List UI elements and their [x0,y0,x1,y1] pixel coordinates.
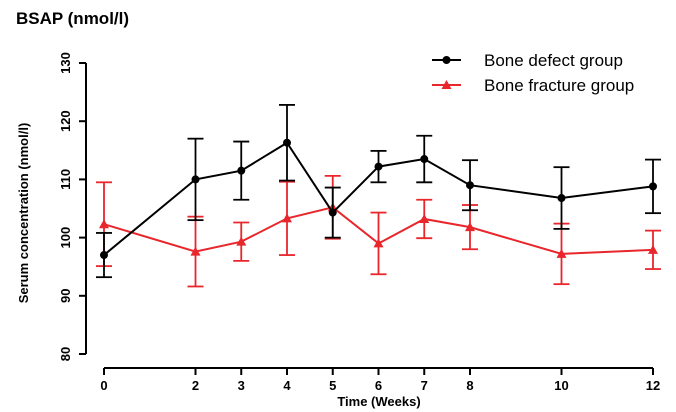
data-point [191,175,200,184]
x-tick-label: 10 [554,378,568,393]
legend-item-bone-fracture: Bone fracture group [432,76,634,95]
data-point [466,181,474,190]
legend-label-bone-defect: Bone defect group [484,51,623,70]
data-point [190,246,201,256]
data-point [236,236,247,246]
legend-marker-bone-fracture [441,80,452,89]
data-point [373,238,384,248]
data-point [648,244,658,254]
series-line-bone-defect [103,141,654,256]
x-tick-label: 8 [466,378,473,393]
x-tick-label: 2 [192,378,199,393]
legend: Bone defect group Bone fracture group [432,51,634,95]
y-tick-label: 100 [58,227,73,249]
x-tick-label: 5 [329,378,336,393]
y-tick-label: 130 [58,52,73,74]
legend-marker-bone-defect [442,56,451,64]
x-axis: 0 2 3 4 5 6 7 8 10 12 [100,367,660,393]
series-line-bone-fracture [103,206,654,255]
data-point [328,208,337,217]
x-tick-label: 6 [375,378,382,393]
data-point [557,194,566,203]
series-bone-defect [96,104,661,279]
data-point [100,251,108,260]
data-point [237,166,246,175]
x-tick-label: 3 [238,378,245,393]
data-point [99,219,109,229]
series-layer [96,104,661,288]
y-tick-label: 80 [58,347,73,361]
data-point [374,162,383,171]
data-point [420,155,429,164]
y-axis: 80 90 100 110 120 130 [58,52,87,361]
data-point [283,138,291,147]
data-point [556,248,567,258]
x-tick-label: 4 [283,378,291,393]
x-tick-label: 7 [421,378,428,393]
data-point [465,222,475,232]
y-tick-label: 90 [58,289,73,303]
y-tick-label: 110 [58,169,73,190]
data-point [282,213,292,223]
data-point [419,213,430,223]
chart-title: BSAP (nmol/l) [16,9,129,28]
legend-item-bone-defect: Bone defect group [432,51,623,70]
x-tick-label: 0 [100,378,107,393]
x-tick-label: 12 [646,378,660,393]
x-axis-label: Time (Weeks) [337,394,420,409]
y-axis-label: Serum concentration (nmol/l) [16,123,31,304]
data-point [649,182,657,191]
legend-label-bone-fracture: Bone fracture group [484,76,634,95]
y-tick-label: 120 [58,110,73,132]
